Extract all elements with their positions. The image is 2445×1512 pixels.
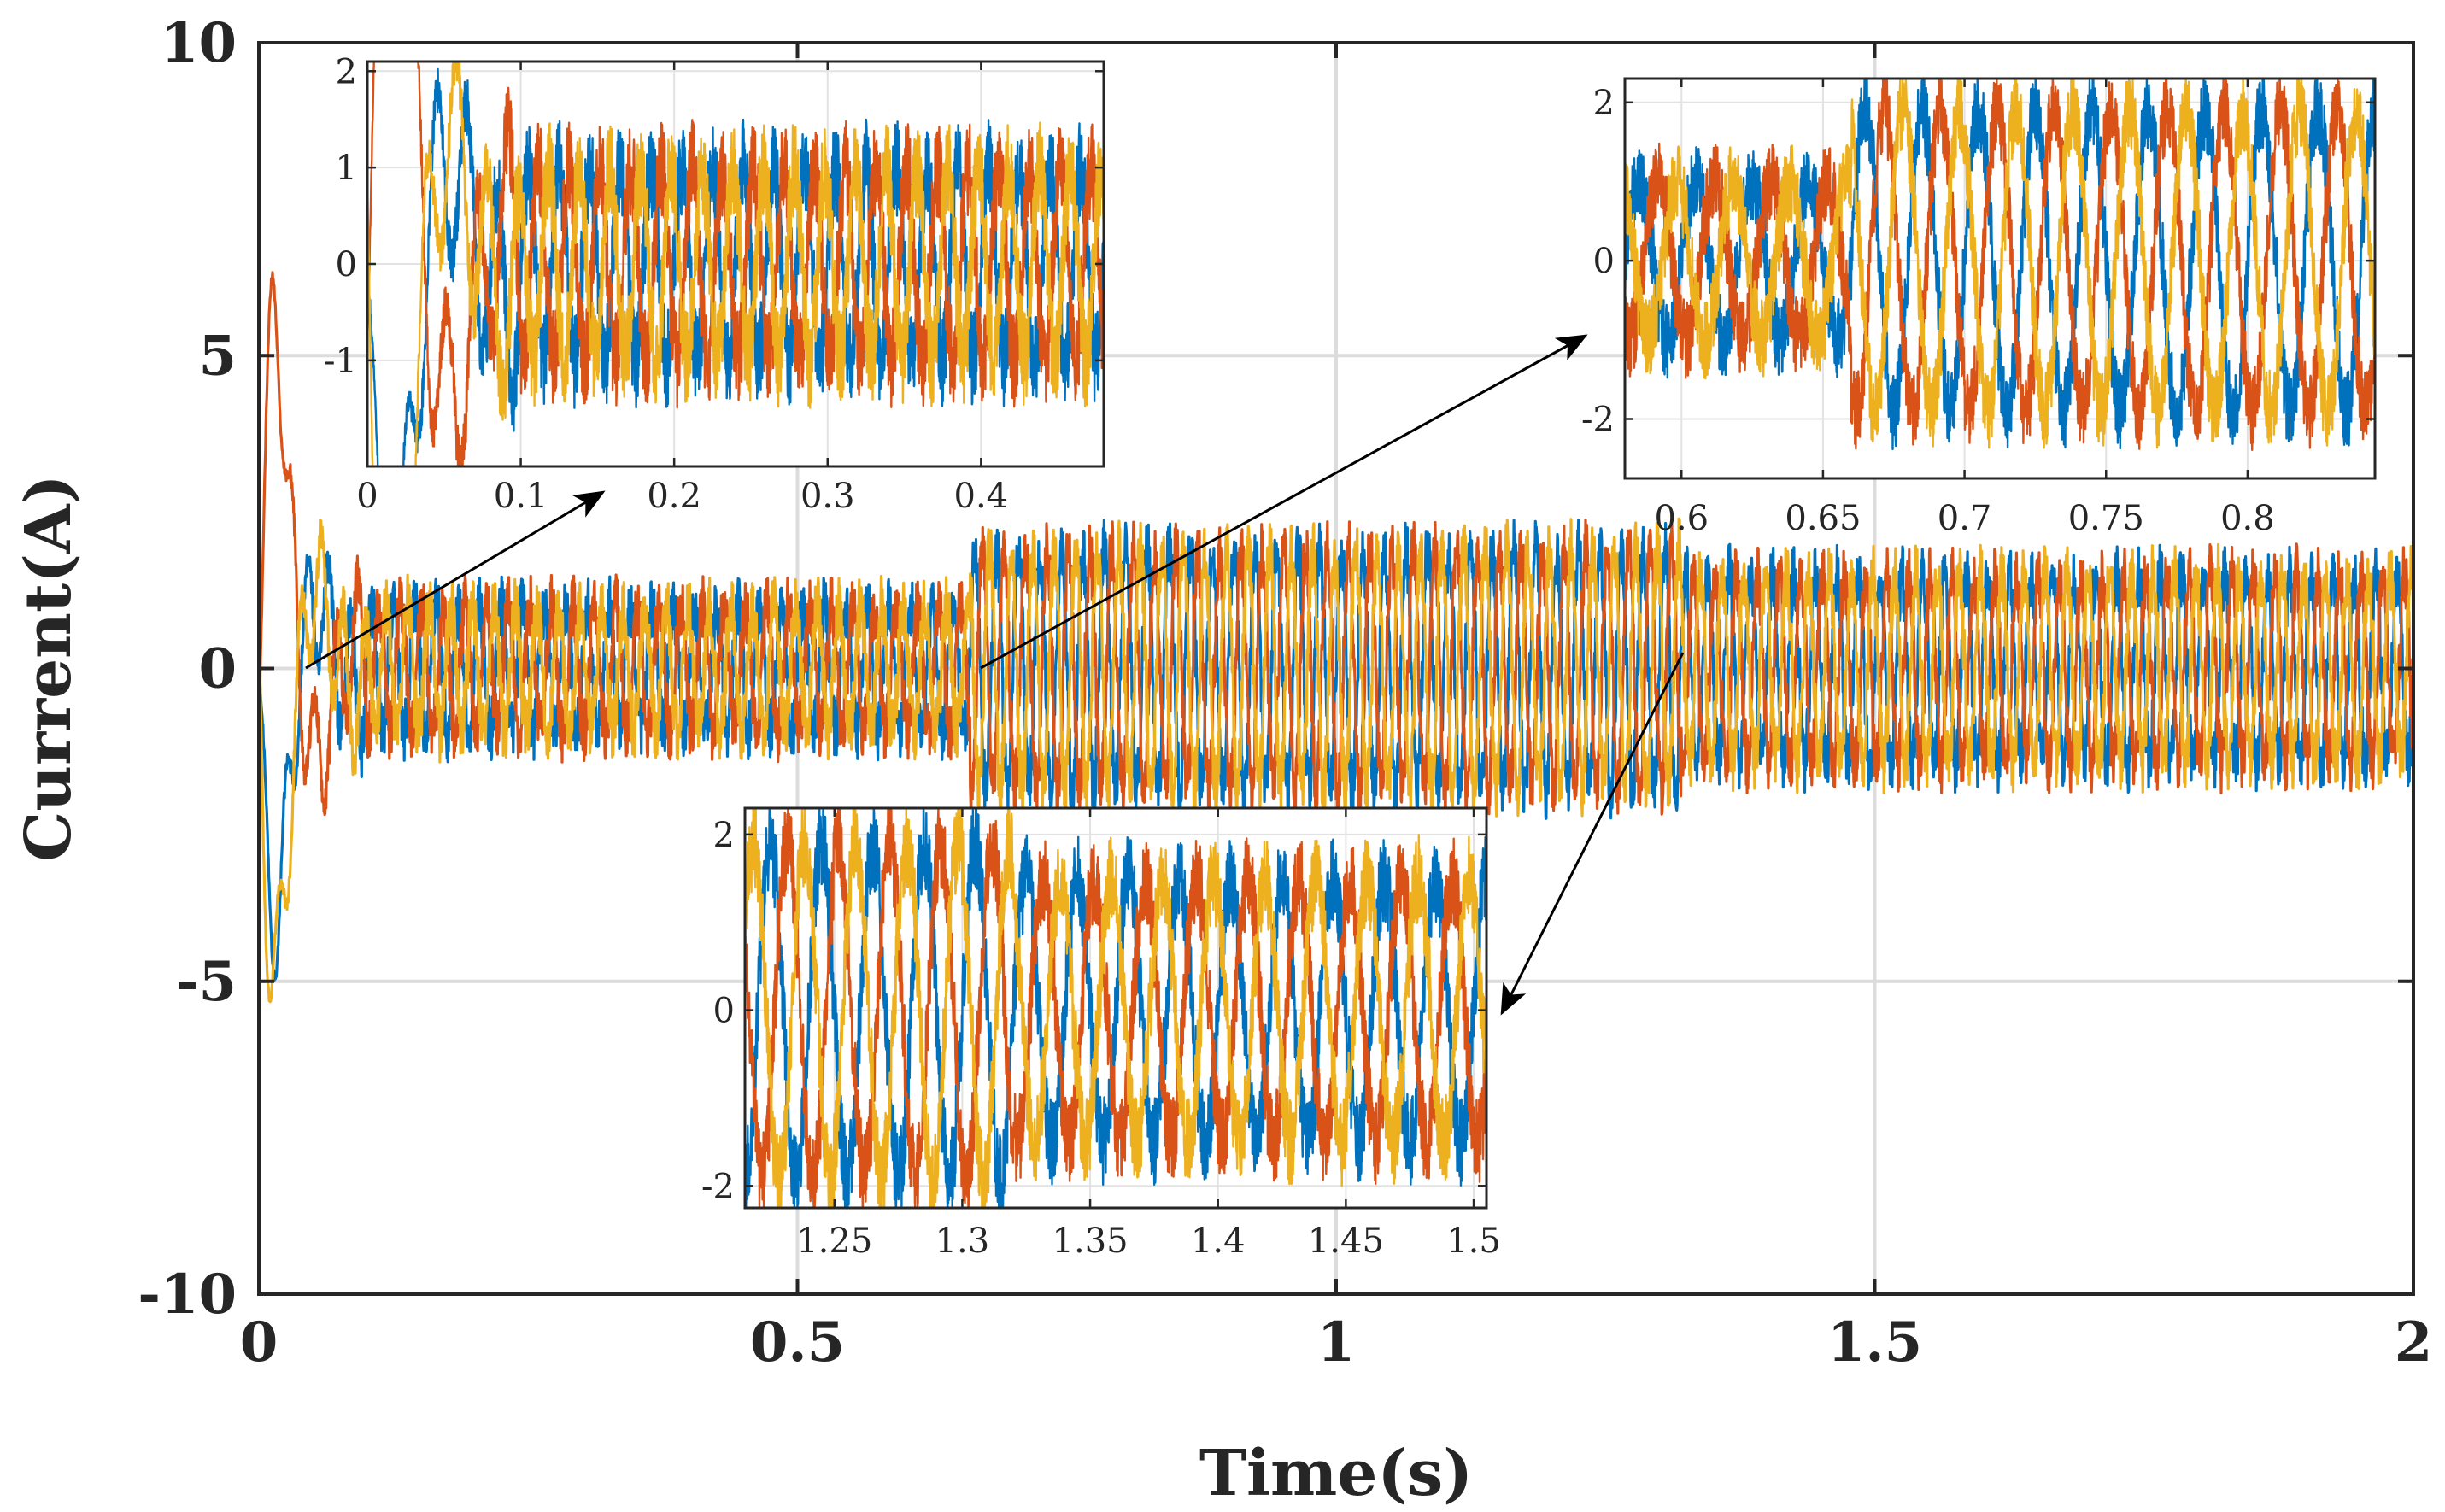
inset1-y-tick-label: 2 xyxy=(336,52,357,91)
inset-zoom-load-step-up: 0.6 0.65 0.7 0.75 0.8 -2 0 2 xyxy=(1581,77,2377,538)
main-y-tick-label: 10 xyxy=(161,11,237,75)
inset3-x-tick-label: 1.4 xyxy=(1191,1222,1246,1261)
inset1-y-tick-label: 1 xyxy=(336,149,357,188)
series-line-phase-c xyxy=(1625,79,2375,449)
inset2-x-tick-label: 0.7 xyxy=(1938,499,1992,538)
series-line-phase-a xyxy=(367,67,1104,466)
inset2-x-tick-label: 0.65 xyxy=(1785,499,1861,538)
inset2-y-tick-label: 0 xyxy=(1593,242,1615,281)
inset2-y-tick-label: 2 xyxy=(1593,84,1615,123)
series-line-phase-c xyxy=(745,808,1486,1208)
inset2-x-tick-label: 0.75 xyxy=(2068,499,2144,538)
inset3-x-tick-label: 1.35 xyxy=(1052,1222,1129,1261)
inset1-y-tick-label: -1 xyxy=(324,342,357,381)
inset1-x-tick-label: 0.2 xyxy=(647,477,701,516)
main-series-group xyxy=(259,271,2413,1004)
inset3-y-tick-label: 0 xyxy=(713,992,735,1031)
series-line-phase-b xyxy=(745,808,1486,1208)
zoom-arrow-inset1 xyxy=(305,490,606,670)
main-y-tick-label: 0 xyxy=(198,637,237,701)
inset3-frame xyxy=(743,806,1488,1210)
series-line-phase-a xyxy=(1625,79,2375,451)
inset1-x-tick-label: 0.4 xyxy=(954,477,1009,516)
x-axis-title: Time(s) xyxy=(1199,1437,1473,1510)
inset1-x-tick-label: 0.1 xyxy=(494,477,548,516)
series-line-phase-c xyxy=(367,62,1104,466)
inset3-y-tick-label: -2 xyxy=(701,1167,735,1206)
y-axis-title: Current(A) xyxy=(12,474,85,861)
main-y-tick-label: -5 xyxy=(176,950,237,1014)
inset3-x-tick-label: 1.45 xyxy=(1308,1222,1384,1261)
series-line-phase-c xyxy=(259,517,2413,1004)
inset-zoom-startup: 0 0.1 0.2 0.3 0.4 -1 0 1 2 xyxy=(324,52,1105,516)
inset1-x-tick-label: 0.3 xyxy=(800,477,855,516)
inset3-x-tick-label: 1.3 xyxy=(935,1222,990,1261)
zoom-arrow-inset2 xyxy=(980,334,1588,670)
main-x-tick-label: 0.5 xyxy=(750,1310,845,1374)
inset2-frame xyxy=(1623,77,2377,480)
main-x-tick-label: 1.5 xyxy=(1827,1310,1922,1374)
inset1-x-tick-label: 0 xyxy=(356,477,378,516)
main-y-tick-label: -10 xyxy=(138,1263,237,1327)
inset2-x-tick-label: 0.6 xyxy=(1654,499,1709,538)
inset3-x-tick-label: 1.25 xyxy=(796,1222,872,1261)
inset-zoom-load-step-down: 1.25 1.3 1.35 1.4 1.45 1.5 -2 0 2 xyxy=(701,806,1501,1261)
main-x-tick-label: 1 xyxy=(1317,1310,1356,1374)
zoom-arrow-inset3 xyxy=(1500,652,1685,1016)
series-line-phase-a xyxy=(745,808,1486,1208)
main-x-tick-label: 2 xyxy=(2395,1310,2433,1374)
inset1-y-tick-label: 0 xyxy=(336,245,357,284)
main-x-tick-label: 0 xyxy=(240,1310,279,1374)
inset3-x-tick-label: 1.5 xyxy=(1446,1222,1501,1261)
inset2-x-tick-label: 0.8 xyxy=(2220,499,2275,538)
inset3-y-tick-label: 2 xyxy=(713,816,735,855)
series-line-phase-b xyxy=(1625,79,2375,451)
main-y-tick-label: 5 xyxy=(198,324,237,388)
series-line-phase-b xyxy=(259,271,2413,820)
inset2-y-tick-label: -2 xyxy=(1581,400,1615,439)
series-line-phase-b xyxy=(367,62,1104,466)
